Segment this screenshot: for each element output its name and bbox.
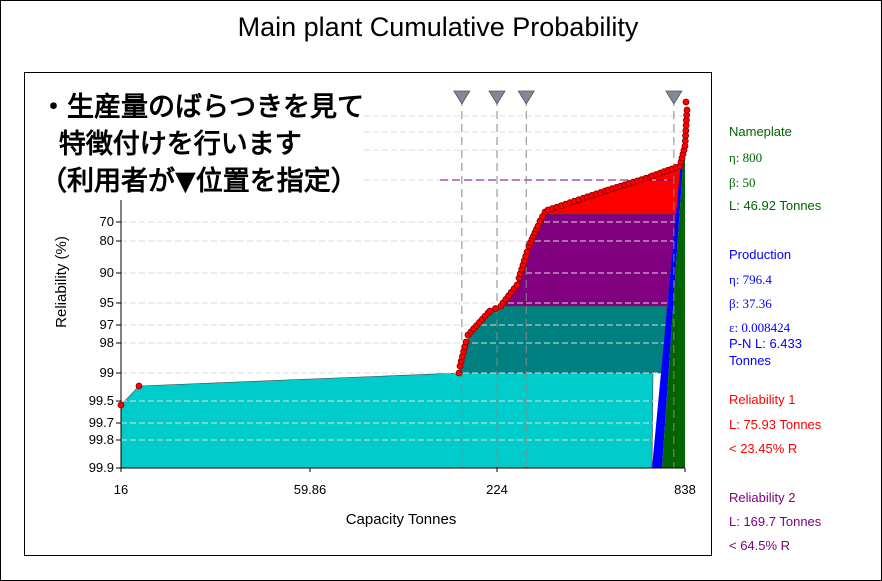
marker-triangle-icon (665, 90, 683, 105)
region-teal (458, 305, 668, 374)
y-tick-label: 99.7 (89, 415, 114, 430)
x-tick-label: 59.86 (294, 482, 327, 497)
data-point (135, 382, 143, 390)
legend-reliability1-l: L: 75.93 Tonnes (729, 417, 822, 432)
data-point (683, 106, 691, 114)
data-point (513, 281, 521, 289)
x-tick-label: 16 (114, 482, 128, 497)
legend-reliability2-l: L: 169.7 Tonnes (729, 514, 822, 529)
annotation-text: ・生産量のばらつきを見て 特徴付けを行います （利用者が▼位置を指定） (40, 89, 364, 200)
legend-production-title: Production (729, 247, 792, 262)
legend-production-eta: η: 796.4 (729, 272, 772, 287)
marker-triangle-icon (488, 90, 506, 105)
legend-production-beta: β: 37.36 (729, 296, 772, 311)
legend-production-tonnes: Tonnes (729, 353, 771, 368)
data-point (682, 98, 690, 106)
marker-triangle-icon (453, 90, 471, 105)
y-tick-label: 95 (100, 295, 114, 310)
y-tick-label: 80 (100, 233, 114, 248)
legend-reliability2-r: < 64.5% R (729, 538, 791, 553)
legend-nameplate-eta: η: 800 (729, 150, 763, 165)
x-tick-label: 838 (674, 482, 696, 497)
production-line (652, 150, 684, 468)
y-axis-label: Reliability (%) (53, 236, 70, 328)
data-point (523, 248, 531, 256)
legend-nameplate-beta: β: 50 (729, 175, 756, 190)
data-point (492, 305, 499, 312)
legend-nameplate-title: Nameplate (729, 124, 792, 139)
y-tick-label: 90 (100, 265, 114, 280)
x-axis-label: Capacity Tonnes (346, 511, 457, 528)
marker-triangle-icon (517, 90, 535, 105)
data-point (486, 307, 494, 315)
legend-reliability1-r: < 23.45% R (729, 441, 798, 456)
data-point (462, 338, 470, 346)
legend-reliability1-title: Reliability 1 (729, 392, 796, 407)
y-tick-label: 99.8 (89, 432, 114, 447)
data-point (117, 401, 125, 409)
x-tick-label: 224 (486, 482, 508, 497)
legend-reliability2-title: Reliability 2 (729, 490, 796, 505)
y-tick-label: 99 (100, 365, 114, 380)
legend-production-eps: ε: 0.008424 (729, 320, 791, 335)
y-tick-label: 99.5 (89, 393, 114, 408)
data-point (455, 369, 463, 377)
chart-title: Main plant Cumulative Probability (237, 12, 639, 42)
y-tick-label: 99.9 (89, 460, 114, 475)
legend-nameplate-l: L: 46.92 Tonnes (729, 198, 822, 213)
legend-production-pnl: P-N L: 6.433 (729, 336, 802, 351)
y-tick-label: 98 (100, 335, 114, 350)
y-tick-label: 70 (100, 214, 114, 229)
y-tick-label: 97 (100, 317, 114, 332)
region-cyan (120, 372, 654, 469)
